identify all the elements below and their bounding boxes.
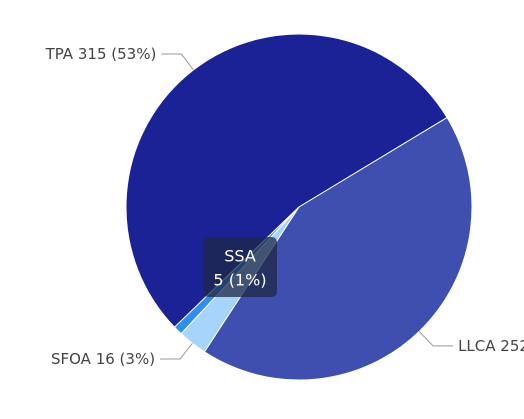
slice-label-value: 16 (3%): [96, 350, 155, 368]
tooltip-box: [203, 237, 277, 297]
slice-label-value: 252 (43%): [500, 336, 524, 354]
slice-label: LLCA 252 (43%): [458, 336, 524, 354]
tooltip-value: 5 (1%): [213, 271, 266, 290]
slice-label: SFOA 16 (3%): [51, 350, 155, 368]
leader-line: [161, 53, 194, 71]
slice-label-value: 315 (53%): [78, 45, 156, 63]
slice-label-name: TPA: [45, 45, 74, 63]
leader-line: [160, 342, 193, 360]
leader-line: [418, 331, 454, 347]
slice-label-name: LLCA: [458, 336, 496, 354]
pie-slice: [203, 116, 473, 381]
slice-label-name: SFOA: [51, 350, 92, 368]
tooltip-name: SSA: [224, 247, 256, 266]
tooltip: SSA 5 (1%): [203, 237, 277, 297]
slice-label: TPA 315 (53%): [45, 45, 157, 63]
